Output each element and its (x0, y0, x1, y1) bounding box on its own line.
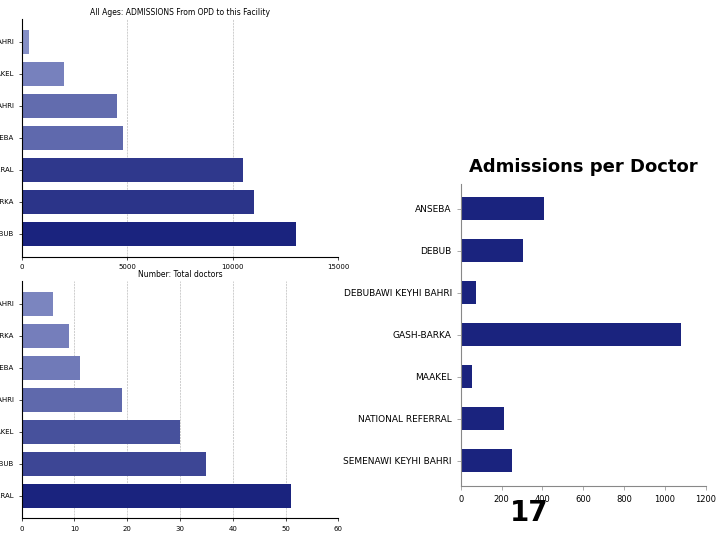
Bar (461, 323, 681, 346)
Bar (461, 449, 512, 472)
Text: HMIS:: HMIS: (371, 66, 426, 85)
Bar (22, 420, 180, 443)
Bar (22, 94, 117, 118)
Bar (22, 30, 29, 53)
Bar (22, 292, 53, 315)
Bar (461, 281, 476, 305)
Title: Number: Total doctors: Number: Total doctors (138, 269, 222, 279)
Bar (22, 323, 69, 348)
Text: Calculation of New Indicators: Calculation of New Indicators (371, 115, 646, 133)
Text: 17: 17 (510, 499, 549, 527)
Bar (22, 126, 123, 150)
Bar (461, 239, 523, 262)
Bar (22, 62, 64, 86)
Title: Admissions per Doctor: Admissions per Doctor (469, 158, 698, 177)
Bar (461, 365, 472, 388)
Title: All Ages: ADMISSIONS From OPD to this Facility: All Ages: ADMISSIONS From OPD to this Fa… (90, 8, 270, 17)
Text: Eritrea: Linking HRIS and: Eritrea: Linking HRIS and (371, 18, 606, 36)
Bar (22, 484, 291, 508)
Text: Eritrea: All Zones
Year: 2013: Eritrea: All Zones Year: 2013 (145, 299, 215, 312)
Bar (22, 356, 80, 380)
Bar (461, 197, 544, 220)
Bar (22, 158, 243, 181)
Bar (22, 451, 207, 476)
Bar (22, 222, 296, 246)
Bar (22, 388, 122, 411)
Bar (461, 407, 504, 430)
Bar (22, 190, 254, 214)
